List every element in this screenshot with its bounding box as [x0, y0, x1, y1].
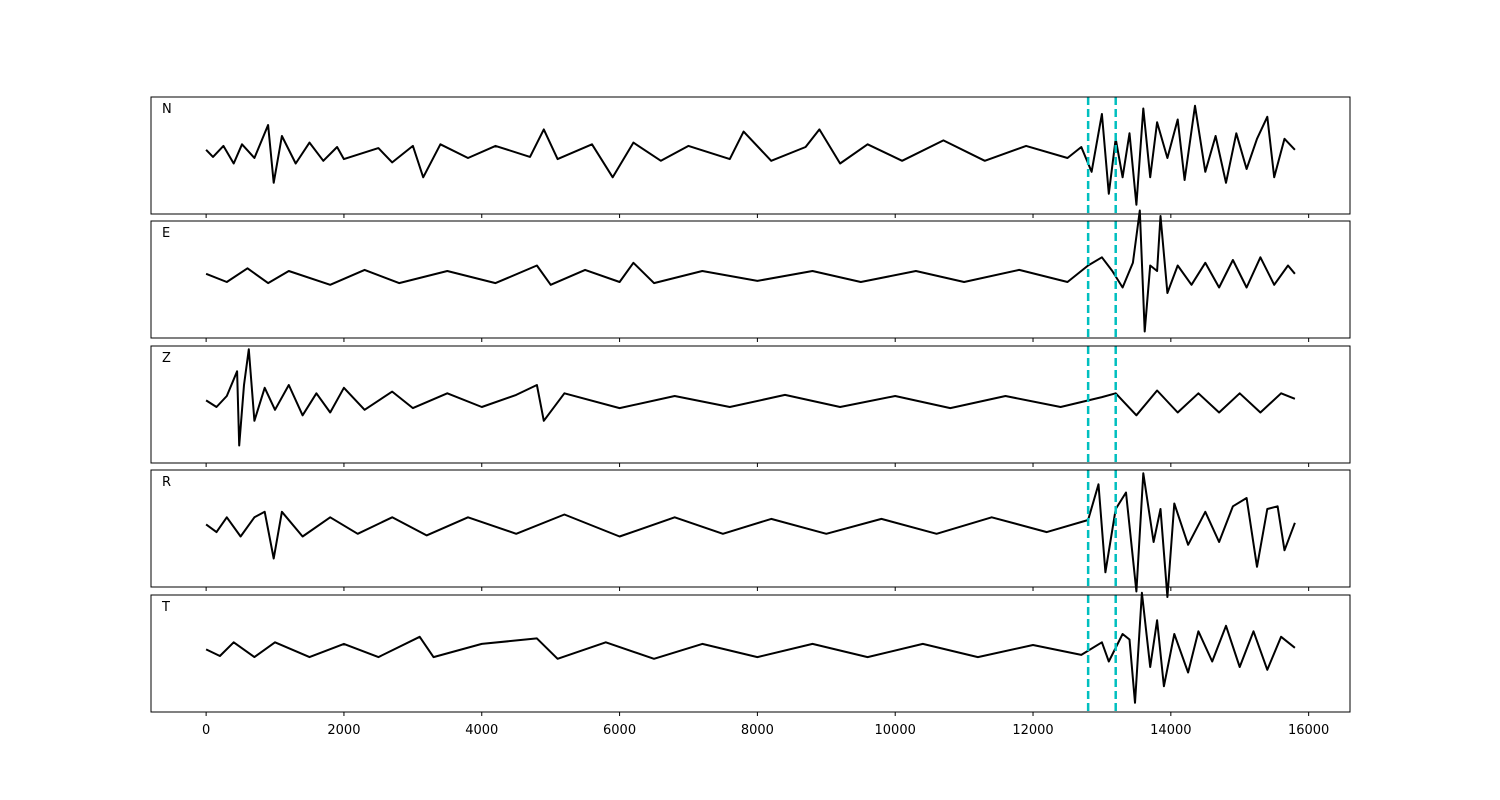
panel-frame-r — [150, 469, 1351, 588]
panel-r: R — [150, 469, 1351, 598]
x-tick-label: 10000 — [875, 723, 916, 738]
panel-z: Z — [150, 345, 1351, 467]
x-axis: 0 2000 4000 6000 8000 10000 12000 14000 16000 — [202, 723, 1329, 738]
trace-r — [205, 472, 1296, 598]
panel-label-r: R — [162, 475, 171, 490]
x-tick-label: 14000 — [1150, 723, 1191, 738]
trace-e — [205, 209, 1296, 333]
panel-label-e: E — [162, 226, 170, 241]
panel-frame-e — [150, 220, 1351, 339]
panel-n: N — [150, 96, 1351, 218]
x-tick-label: 6000 — [603, 723, 636, 738]
trace-t — [205, 591, 1296, 704]
panels: N E Z R T — [150, 96, 1351, 716]
x-tick-label: 4000 — [465, 723, 498, 738]
panel-label-z: Z — [162, 351, 171, 366]
trace-n — [205, 104, 1296, 206]
panel-frame-n — [150, 96, 1351, 215]
panel-frame-z — [150, 345, 1351, 464]
x-tick-label: 16000 — [1288, 723, 1329, 738]
x-tick-label: 8000 — [741, 723, 774, 738]
x-tick-label: 2000 — [327, 723, 360, 738]
panel-e: E — [150, 209, 1351, 342]
panel-label-t: T — [161, 600, 170, 615]
panel-frame-t — [150, 594, 1351, 713]
x-tick-label: 12000 — [1012, 723, 1053, 738]
trace-z — [205, 348, 1296, 447]
x-tick-label: 0 — [202, 723, 210, 738]
panel-label-n: N — [162, 102, 172, 117]
panel-t: T — [150, 591, 1351, 716]
